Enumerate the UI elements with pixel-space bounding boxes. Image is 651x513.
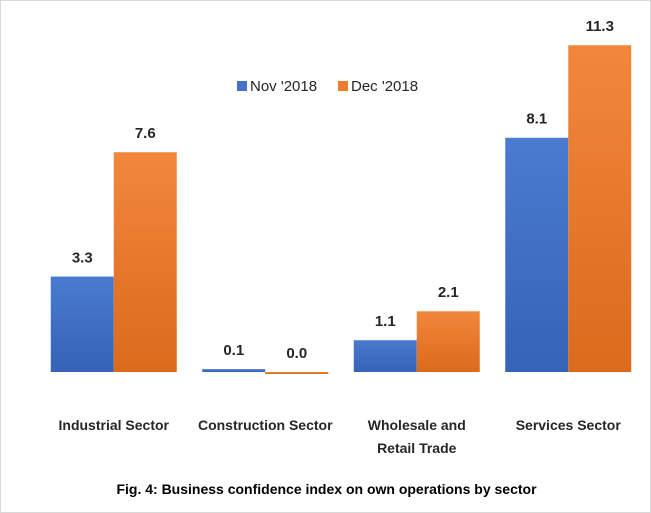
bar (568, 45, 632, 372)
bar (416, 311, 480, 372)
bar (50, 276, 114, 372)
bar (113, 152, 177, 372)
data-label: 0.1 (223, 342, 244, 359)
data-label: 8.1 (526, 111, 547, 128)
x-tick-label: Construction Sector (197, 417, 333, 433)
data-label: 3.3 (72, 250, 93, 267)
data-label: 11.3 (586, 18, 614, 35)
data-label: 0.0 (286, 345, 307, 362)
bar (202, 369, 266, 372)
bar (505, 137, 569, 372)
bar (353, 340, 417, 372)
data-label: 1.1 (375, 313, 396, 330)
bar (265, 372, 329, 374)
x-tick-label: Industrial Sector (58, 417, 169, 433)
legend-label: Nov '2018 (250, 78, 317, 95)
legend-swatch (338, 81, 348, 91)
caption: Fig. 4: Business confidence index on own… (116, 481, 537, 497)
legend-label: Dec '2018 (351, 78, 418, 95)
data-label: 2.1 (438, 284, 459, 301)
x-tick-label: Wholesale and Retail Trade (367, 417, 466, 456)
data-label: 7.6 (135, 125, 156, 142)
legend-swatch (237, 81, 247, 91)
x-tick-label: Services Sector (515, 417, 621, 433)
